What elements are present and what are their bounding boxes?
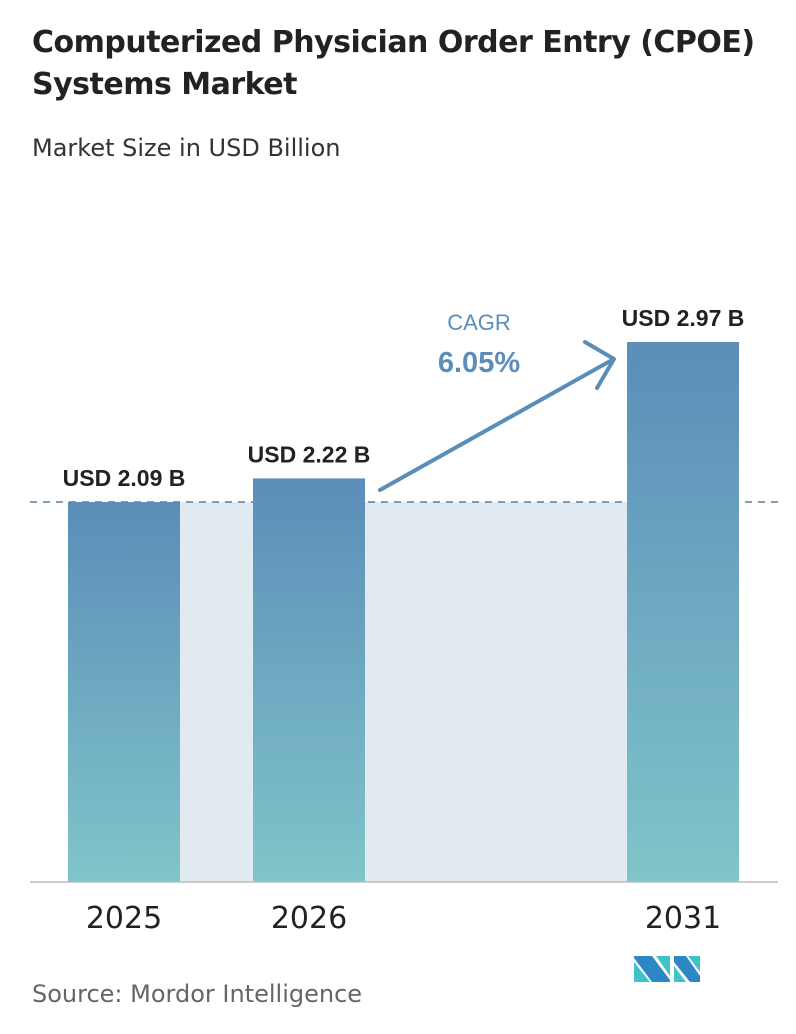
cagr-value: 6.05% — [438, 347, 520, 379]
x-tick-2031: 2031 — [645, 901, 721, 936]
data-label-2025: USD 2.09 B — [63, 465, 186, 491]
cagr-label: CAGR — [447, 310, 511, 335]
data-label-2026: USD 2.22 B — [248, 441, 371, 467]
data-label-2031: USD 2.97 B — [622, 305, 745, 331]
shaded-region — [180, 502, 627, 882]
cagr-arrow — [378, 358, 614, 492]
bar-2025 — [68, 502, 180, 882]
source-note: Source: Mordor Intelligence — [32, 980, 363, 1008]
cagr-arrowhead — [583, 340, 616, 390]
x-tick-2025: 2025 — [86, 901, 162, 936]
x-tick-2026: 2026 — [271, 901, 347, 936]
mordor-logo — [634, 956, 700, 982]
chart-subtitle: Market Size in USD Billion — [32, 134, 341, 162]
bar-2026 — [253, 478, 365, 882]
bar-2031 — [627, 342, 739, 883]
chart-title: Computerized Physician Order Entry (CPOE… — [32, 25, 755, 102]
